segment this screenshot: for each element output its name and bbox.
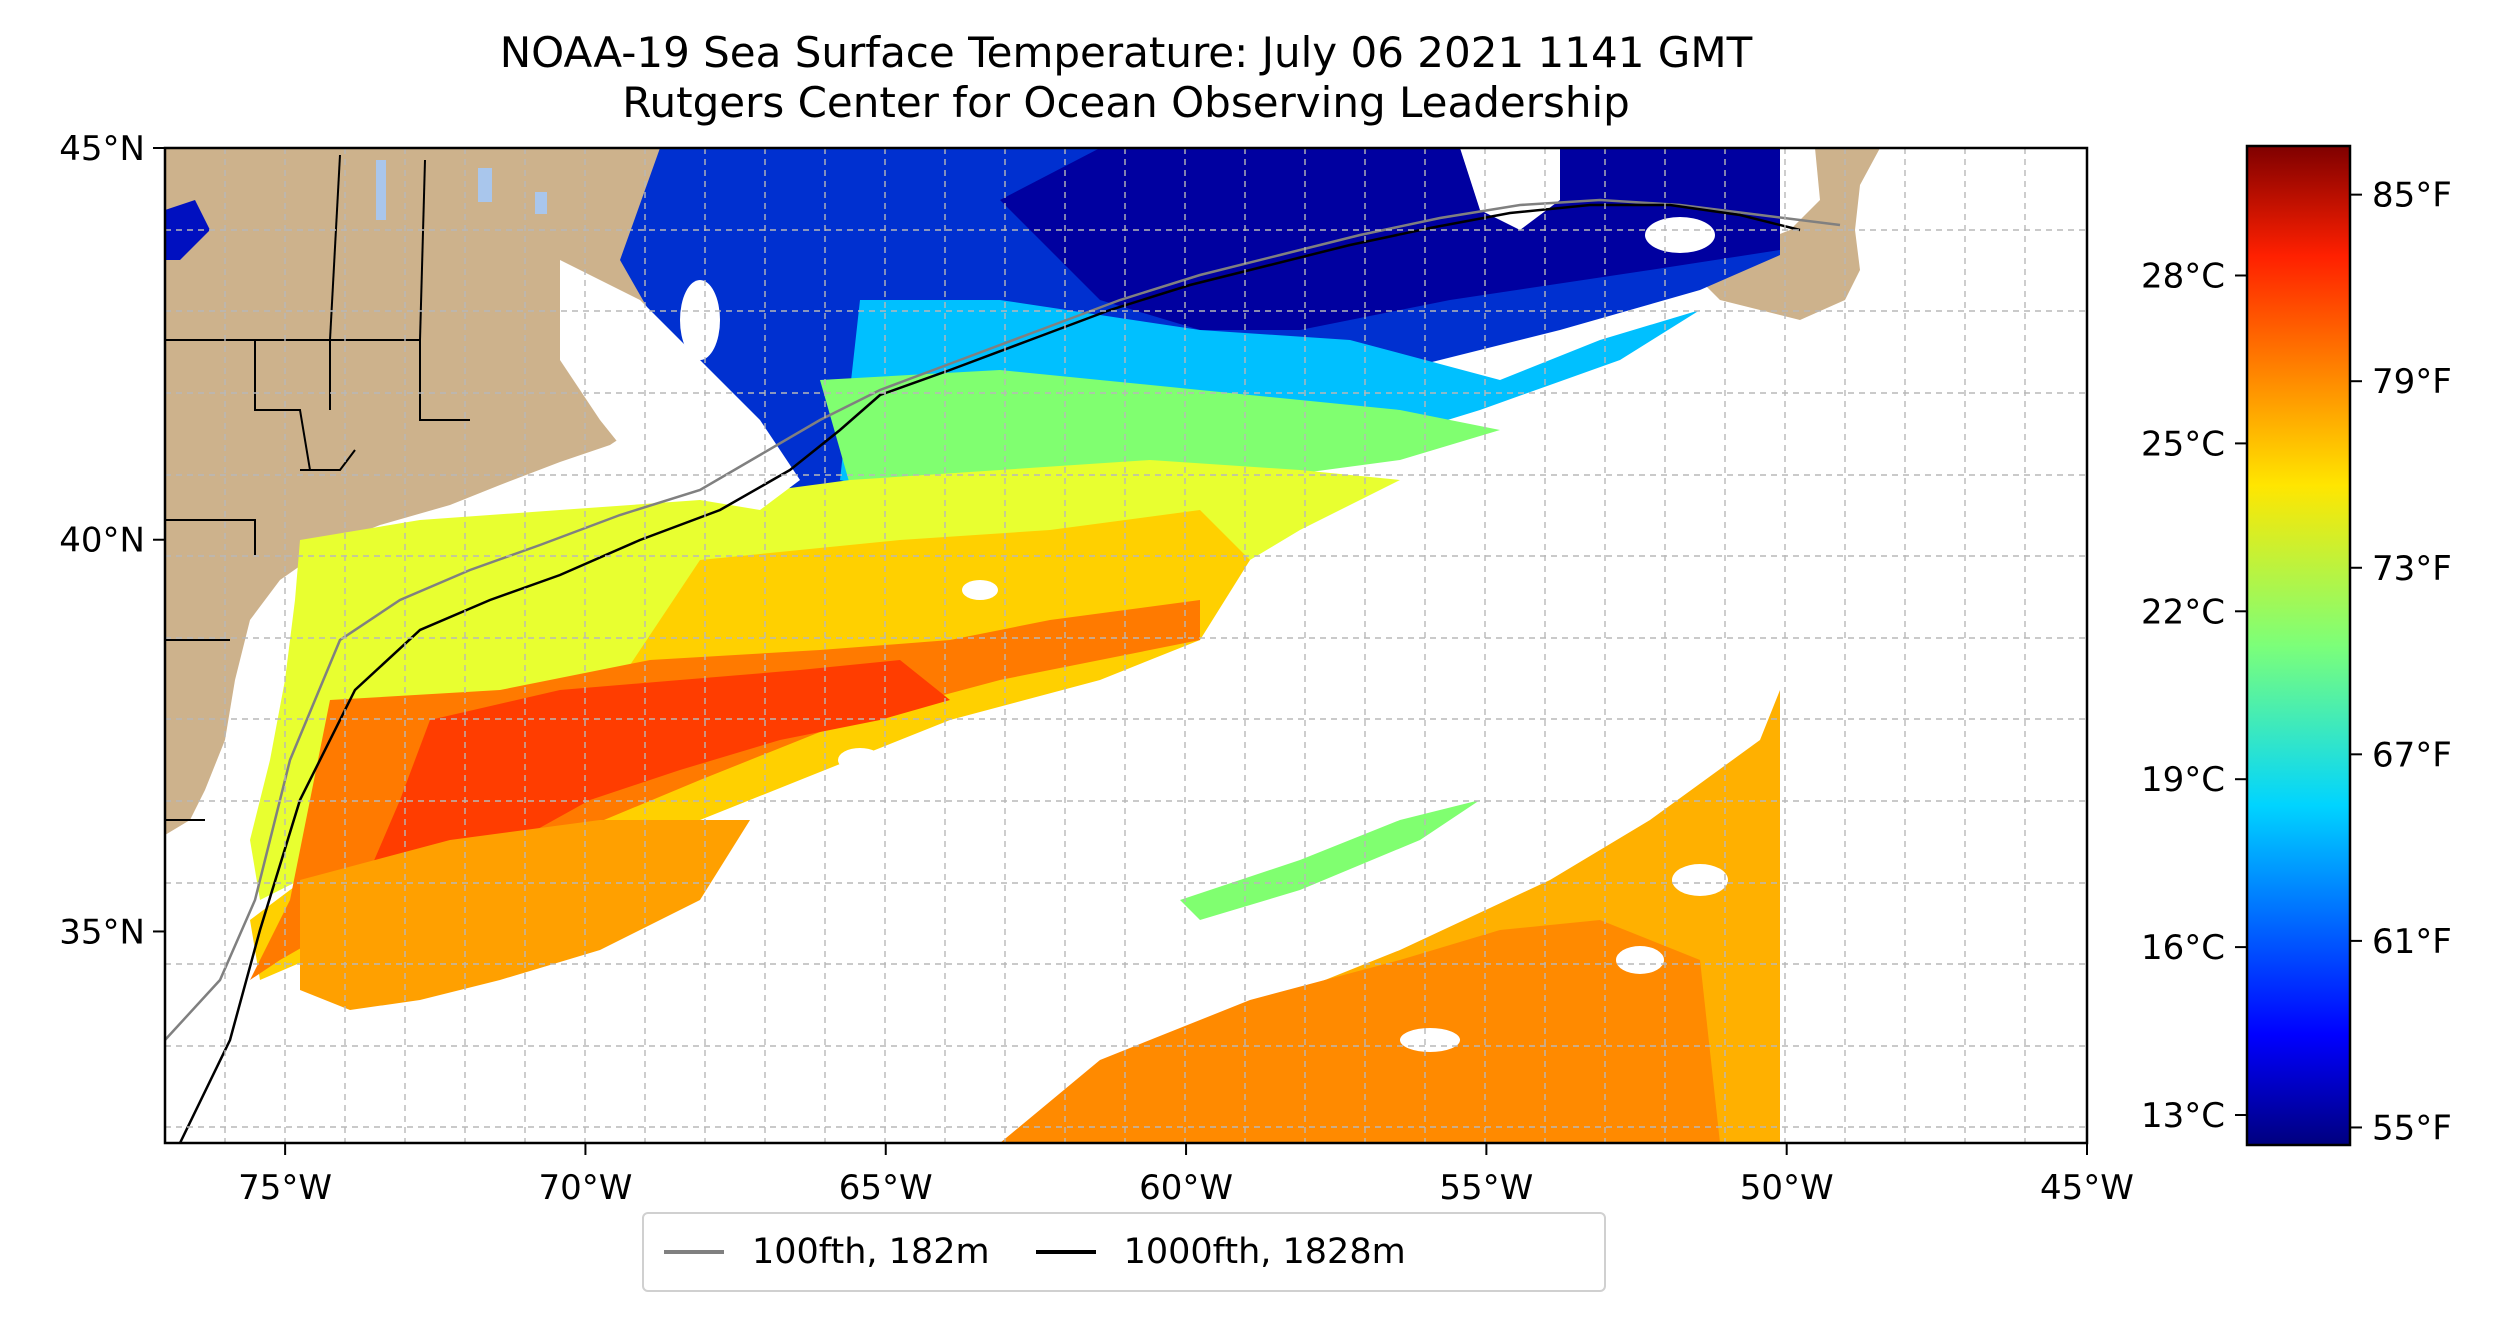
lon-tick-label: 75°W — [238, 1168, 332, 1208]
colorbar-f-label: 61°F — [2372, 922, 2452, 962]
map-area — [165, 148, 2087, 1143]
colorbar — [2245, 144, 2352, 1147]
colorbar-f-label: 79°F — [2372, 362, 2452, 402]
legend-entry-1000fth: 1000fth, 1828m — [1035, 1232, 1406, 1272]
colorbar-c-label: 22°C — [2141, 592, 2225, 632]
title-line-1: NOAA-19 Sea Surface Temperature: July 06… — [499, 28, 1753, 77]
title-line-2: Rutgers Center for Ocean Observing Leade… — [622, 78, 1630, 127]
legend-label-1000fth: 1000fth, 1828m — [1123, 1232, 1406, 1272]
map-frame — [163, 146, 2089, 1145]
colorbar-f-label: 55°F — [2372, 1108, 2452, 1148]
legend-entry-100fth: 100fth, 182m — [664, 1232, 990, 1272]
legend-line-100fth — [664, 1250, 724, 1254]
land-nova-scotia — [1700, 148, 1880, 320]
colorbar-c-label: 25°C — [2141, 424, 2225, 464]
lake — [376, 160, 386, 220]
lon-tick-label: 50°W — [1740, 1168, 1834, 1208]
legend-label-100fth: 100fth, 182m — [752, 1232, 990, 1272]
gridlines — [165, 148, 2087, 1143]
state-borders — [165, 154, 470, 821]
lon-tick-label: 65°W — [839, 1168, 933, 1208]
map-title: NOAA-19 Sea Surface Temperature: July 06… — [165, 28, 2087, 128]
isobath-1000fth — [178, 203, 1801, 1143]
lake — [478, 168, 492, 202]
sst-data-field — [165, 148, 1780, 1143]
map-axes: 75°W 70°W 65°W 60°W 55°W 50°W 45°W 45°N 40°N 35°N — [59, 129, 2134, 1208]
colorbar-c-label: 13°C — [2141, 1096, 2225, 1136]
lon-tick-label: 55°W — [1439, 1168, 1533, 1208]
colorbar-c-label: 16°C — [2141, 928, 2225, 968]
lon-tick-label: 45°W — [2040, 1168, 2134, 1208]
colorbar-c-label: 19°C — [2141, 760, 2225, 800]
colorbar-f-label: 73°F — [2372, 549, 2452, 589]
lat-tick-label: 35°N — [59, 912, 145, 952]
colorbar-axes: 85°F 79°F 73°F 67°F 61°F 55°F 28°C 25°C 22°C 19°C… — [2141, 176, 2452, 1149]
colorbar-f-label: 85°F — [2372, 176, 2452, 216]
isobath-legend: 100fth, 182m 1000fth, 1828m — [642, 1212, 1606, 1292]
lon-tick-label: 70°W — [538, 1168, 632, 1208]
legend-line-1000fth — [1035, 1250, 1096, 1254]
lat-tick-label: 40°N — [59, 521, 145, 561]
isobath-100fth — [165, 198, 1841, 1041]
lon-tick-label: 60°W — [1139, 1168, 1233, 1208]
land-mass — [165, 148, 1050, 835]
colorbar-c-label: 28°C — [2141, 256, 2225, 296]
colorbar-f-label: 67°F — [2372, 735, 2452, 775]
lake — [535, 192, 547, 214]
lat-tick-label: 45°N — [59, 129, 145, 169]
